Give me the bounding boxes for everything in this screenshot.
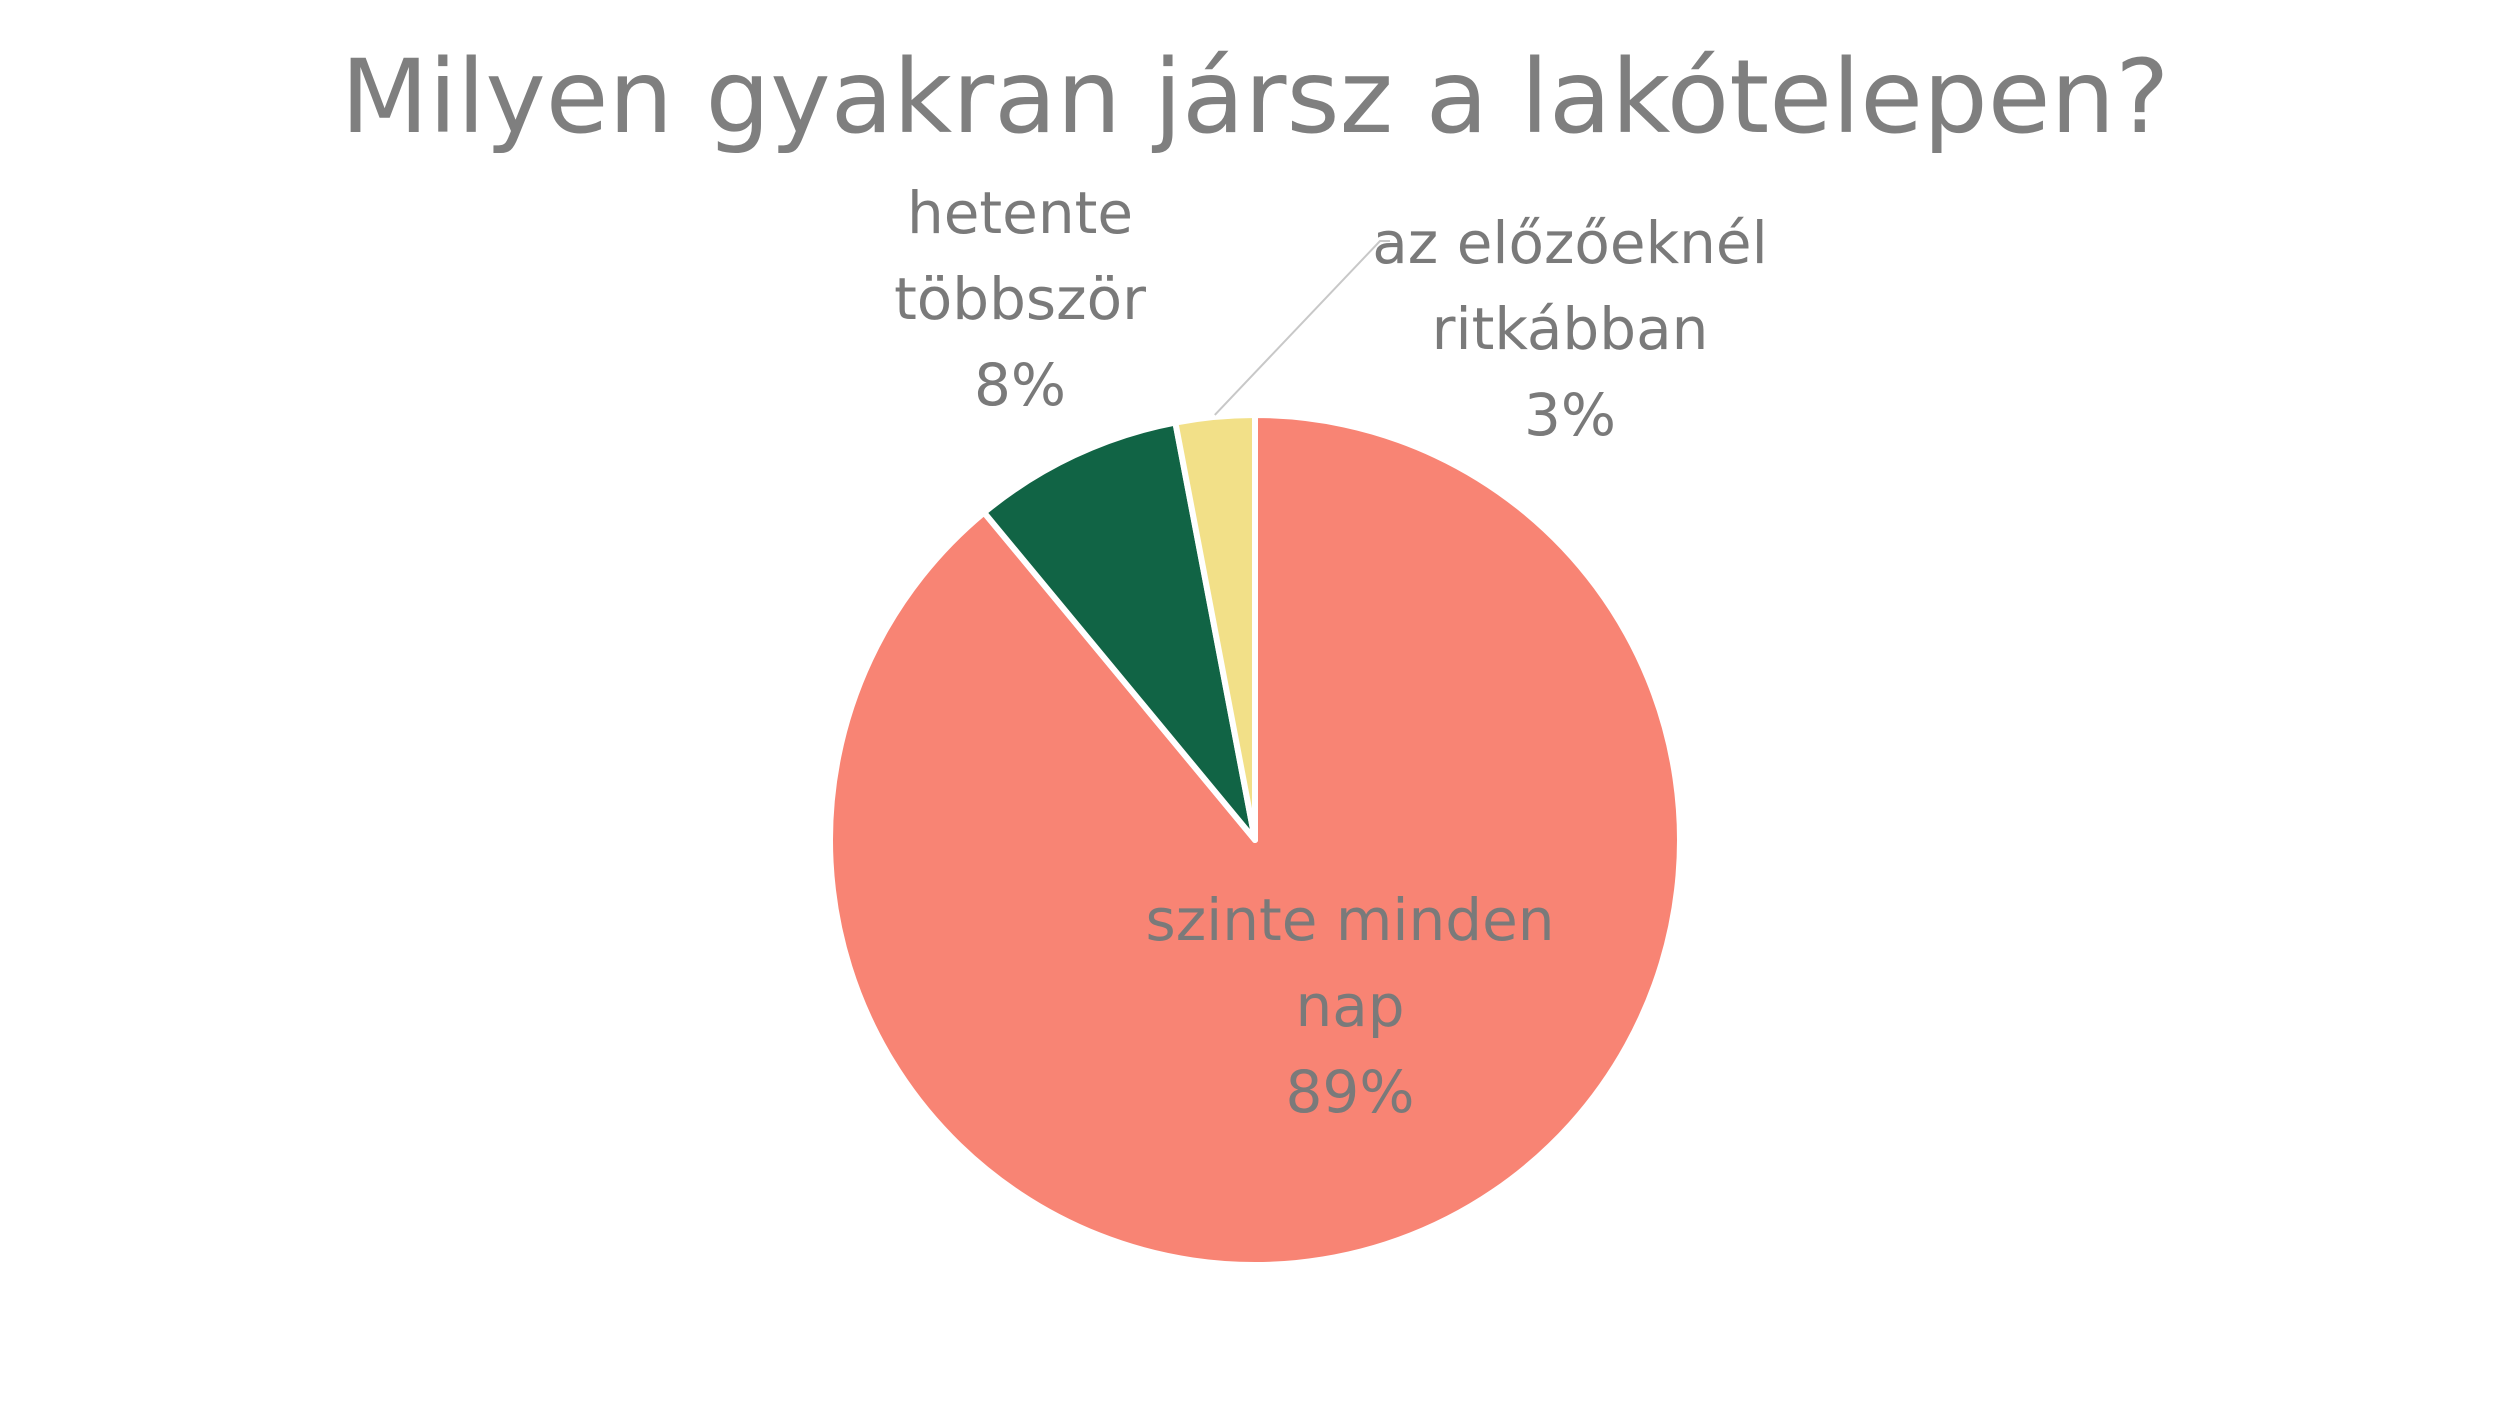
slice-label-0: szinte minden nap 89% (1145, 886, 1554, 1126)
pie-labels: szinte minden nap 89% hetente többször 8% az e… (894, 179, 1768, 1126)
pie-slices (827, 412, 1683, 1268)
chart-title: Milyen gyakran jársz a lakótelepen? (341, 38, 2170, 157)
slice-label-line-1-0: hetente (907, 179, 1133, 247)
pie-slice-1 (981, 419, 1258, 843)
slice-percent-0: 89% (1286, 1058, 1415, 1126)
slice-label-line-0-0: szinte minden (1145, 886, 1554, 954)
slice-percent-1: 8% (974, 351, 1066, 419)
slice-percent-2: 3% (1524, 381, 1616, 449)
slice-label-line-2-0: az előzőeknél (1372, 209, 1767, 277)
pie-slice-2 (1172, 412, 1258, 843)
slice-label-line-2-1: ritkábban (1432, 295, 1709, 363)
slice-label-line-1-1: többször (894, 265, 1146, 333)
slice-label-2: az előzőeknél ritkábban 3% (1372, 209, 1767, 449)
slice-label-line-0-1: nap (1295, 972, 1404, 1040)
slice-label-1: hetente többször 8% (894, 179, 1146, 419)
leader-line-2 (1214, 240, 1390, 416)
